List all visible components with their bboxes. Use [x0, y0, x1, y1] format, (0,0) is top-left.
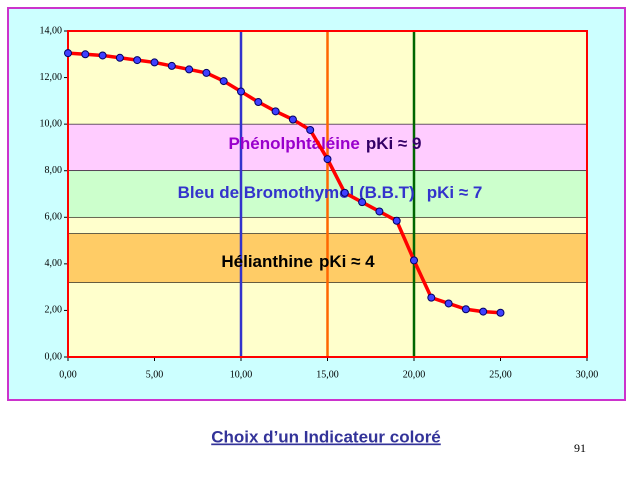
data-point: [64, 49, 72, 58]
y-tick-label: 8,00: [45, 165, 63, 176]
x-tick-label: 25,00: [489, 369, 512, 380]
data-point: [427, 293, 436, 302]
plot-border: [67, 30, 588, 358]
plot-area: Phénolphtaléine pKi ≈ 9 Bleu de Bromothymo…: [40, 25, 599, 380]
data-point: [271, 107, 280, 116]
data-point: [323, 155, 332, 164]
indicator-pki: pKi ≈ 4: [319, 252, 375, 271]
data-point: [98, 51, 107, 60]
data-point: [340, 188, 349, 197]
band-label: Hélianthine pKi ≈ 4: [221, 252, 375, 271]
data-point: [133, 56, 142, 65]
data-point: [81, 50, 90, 59]
data-point: [185, 65, 194, 74]
chart-title: Choix d’un Indicateur coloré: [211, 427, 441, 446]
data-point: [219, 77, 228, 86]
data-point: [496, 308, 505, 317]
y-tick-label: 4,00: [45, 258, 63, 269]
data-point: [150, 58, 159, 67]
x-tick-label: 20,00: [403, 369, 426, 380]
indicator-name: Hélianthine: [221, 252, 313, 271]
band-label: Phénolphtaléine pKi ≈ 9: [229, 134, 422, 153]
x-tick-label: 10,00: [230, 369, 253, 380]
band-label: Bleu de Bromothymol (B.B.T) pKi ≈ 7: [178, 183, 483, 202]
data-point: [375, 207, 384, 216]
data-point: [358, 198, 367, 207]
data-point: [410, 256, 418, 265]
y-tick-label: 2,00: [45, 305, 63, 316]
x-tick-label: 30,00: [576, 369, 599, 380]
data-point: [254, 98, 263, 107]
page-number: 91: [574, 441, 586, 455]
data-point: [444, 299, 453, 308]
data-point: [461, 305, 470, 314]
y-tick-label: 0,00: [45, 351, 63, 362]
data-point: [237, 87, 245, 96]
data-point: [167, 61, 176, 70]
data-point: [392, 216, 401, 225]
data-point: [202, 68, 211, 77]
data-point: [479, 307, 488, 316]
y-tick-label: 14,00: [40, 25, 63, 36]
indicator-name: Bleu de Bromothymol (B.B.T): [178, 183, 415, 202]
x-tick-label: 15,00: [316, 369, 339, 380]
indicator-pki: pKi ≈ 9: [366, 134, 422, 153]
indicator-name: Phénolphtaléine: [229, 134, 360, 153]
data-point: [288, 115, 297, 124]
x-tick-label: 0,00: [59, 369, 77, 380]
data-point: [115, 53, 124, 62]
y-tick-label: 10,00: [40, 118, 63, 129]
x-tick-label: 5,00: [146, 369, 164, 380]
data-point: [306, 125, 315, 134]
y-tick-label: 6,00: [45, 212, 63, 223]
y-tick-label: 12,00: [40, 72, 63, 83]
indicator-pki: pKi ≈ 7: [427, 183, 483, 202]
